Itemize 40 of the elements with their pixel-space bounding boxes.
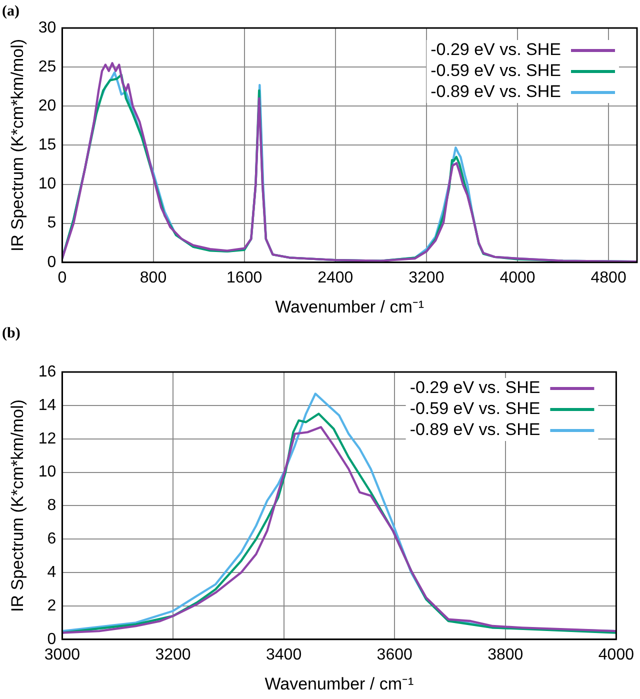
y-tick-label: 0 <box>47 254 56 271</box>
y-tick-label: 15 <box>38 136 56 154</box>
legend-label: -0.59 eV vs. SHE <box>430 61 561 80</box>
text: (b) <box>2 325 20 342</box>
y-tick-label: 4 <box>47 564 56 581</box>
y-tick-label: 14 <box>38 396 56 414</box>
x-tick-label: 2400 <box>318 269 354 286</box>
y-tick-label: 2 <box>47 597 56 614</box>
y-tick-label: 16 <box>38 363 56 380</box>
y-tick-label: 20 <box>38 98 56 115</box>
legend-label: -0.59 eV vs. SHE <box>410 399 540 418</box>
x-tick-label: 3200 <box>408 269 444 286</box>
x-axis-title: Wavenumber / cm⁻¹ <box>275 297 424 316</box>
y-tick-label: 0 <box>47 630 56 648</box>
y-tick-label: 25 <box>38 58 56 76</box>
y-tick-label: 8 <box>47 497 56 514</box>
y-tick-label: 10 <box>38 464 56 481</box>
text: (a) <box>2 3 20 20</box>
x-tick-label: 3600 <box>376 646 412 664</box>
x-tick-label: 3400 <box>266 646 302 664</box>
x-tick-label: 800 <box>140 269 167 286</box>
y-tick-label: 6 <box>47 530 56 548</box>
y-tick-label: 12 <box>38 430 56 448</box>
legend-label: -0.29 eV vs. SHE <box>410 378 540 398</box>
x-tick-label: 4000 <box>598 646 634 664</box>
y-tick-label: 30 <box>38 19 56 36</box>
legend-label: -0.29 eV vs. SHE <box>430 40 561 60</box>
legend-label: -0.89 eV vs. SHE <box>410 420 540 440</box>
y-axis-title: IR Spectrum (K*cm*km/mol) <box>8 399 27 612</box>
x-tick-label: 1600 <box>226 269 262 286</box>
x-tick-label: 4800 <box>590 269 626 286</box>
x-tick-label: 4000 <box>500 269 536 286</box>
legend-label: -0.89 eV vs. SHE <box>430 82 561 102</box>
y-tick-label: 5 <box>47 214 56 232</box>
x-axis-title: Wavenumber / cm⁻¹ <box>264 674 414 694</box>
y-tick-label: 10 <box>38 176 56 193</box>
x-tick-label: 3000 <box>44 646 80 664</box>
x-tick-label: 3800 <box>488 646 524 664</box>
x-tick-label: 3200 <box>155 646 191 664</box>
y-axis-title: IR Spectrum (K*cm*km/mol) <box>8 38 27 252</box>
